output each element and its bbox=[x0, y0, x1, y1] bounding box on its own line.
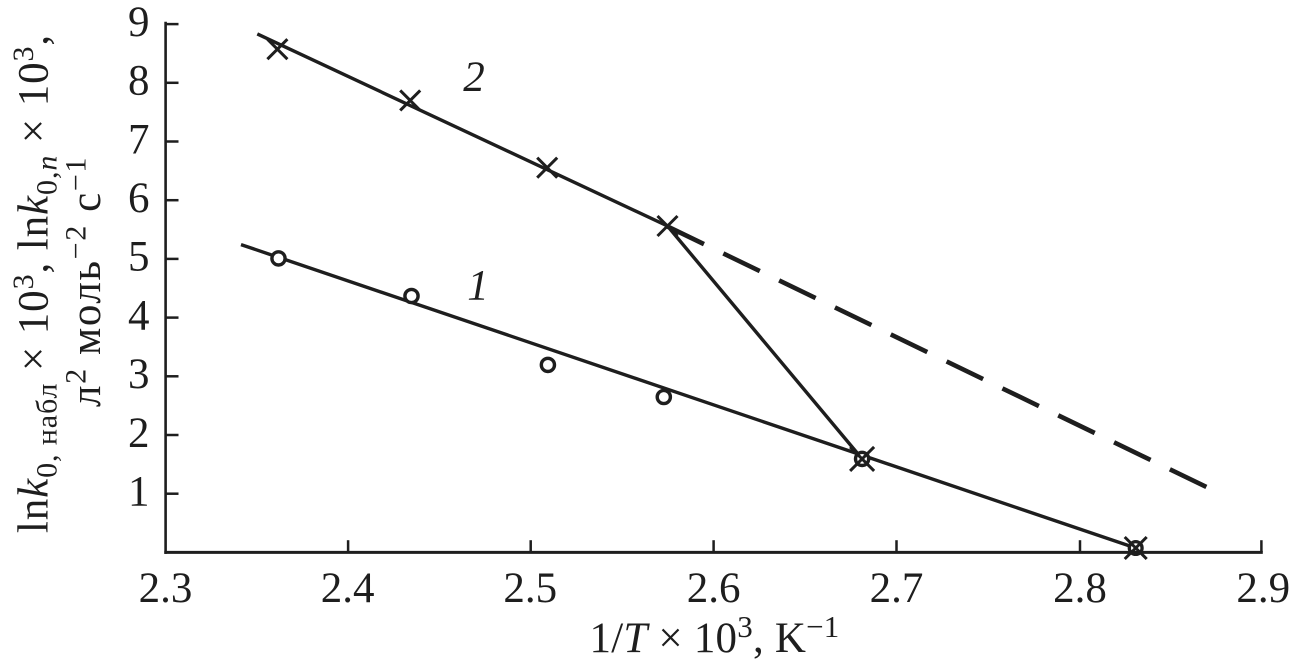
svg-text:lnk0, набл × 103, lnk0,n × 103: lnk0, набл × 103, lnk0,n × 103, bbox=[7, 34, 64, 533]
svg-text:2.6: 2.6 bbox=[687, 565, 741, 612]
svg-text:2: 2 bbox=[463, 54, 485, 101]
svg-text:9: 9 bbox=[128, 0, 150, 46]
svg-text:5: 5 bbox=[128, 234, 150, 281]
svg-text:2.5: 2.5 bbox=[503, 565, 557, 612]
svg-text:1: 1 bbox=[128, 469, 150, 516]
svg-text:3: 3 bbox=[128, 351, 150, 398]
svg-text:2.9: 2.9 bbox=[1236, 565, 1289, 612]
svg-text:2.7: 2.7 bbox=[870, 565, 924, 612]
svg-text:2.8: 2.8 bbox=[1053, 565, 1107, 612]
svg-text:2.4: 2.4 bbox=[321, 565, 375, 612]
svg-text:1/T × 103, K−1: 1/T × 103, K−1 bbox=[590, 609, 840, 662]
svg-text:8: 8 bbox=[128, 58, 150, 105]
svg-text:1: 1 bbox=[467, 262, 489, 309]
svg-text:7: 7 bbox=[128, 116, 150, 163]
svg-text:4: 4 bbox=[128, 292, 150, 339]
svg-text:2: 2 bbox=[128, 410, 150, 457]
svg-text:л2 моль−2 с−1: л2 моль−2 с−1 bbox=[60, 156, 111, 407]
svg-text:2.3: 2.3 bbox=[139, 565, 193, 612]
svg-text:6: 6 bbox=[128, 175, 150, 222]
